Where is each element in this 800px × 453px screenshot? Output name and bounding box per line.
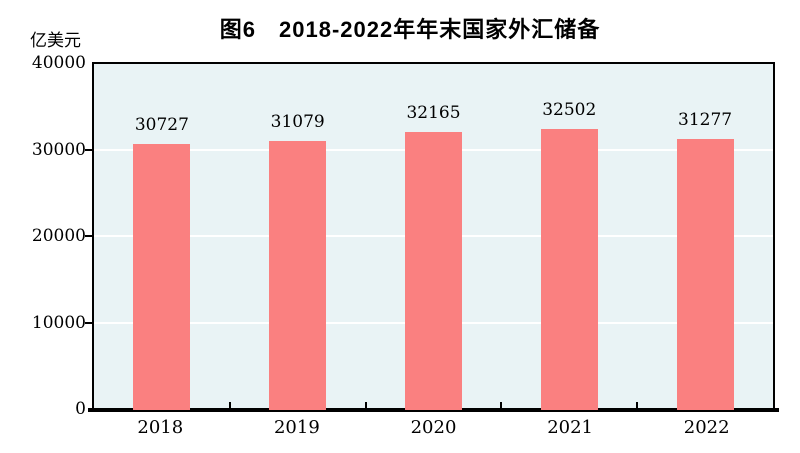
bar-category: 31277	[637, 64, 773, 410]
bar-category: 31079	[230, 64, 366, 410]
x-tick-mark	[364, 402, 367, 410]
x-tick-label: 2022	[683, 417, 730, 438]
bar	[269, 141, 327, 410]
x-tick-mark	[500, 402, 503, 410]
y-tick-mark	[85, 322, 92, 324]
x-tick-label: 2021	[547, 417, 593, 438]
bar	[676, 139, 734, 410]
bar	[540, 128, 598, 410]
y-tick-label: 0	[75, 399, 86, 419]
x-axis: 2018 2019 2020 2021 2022	[92, 417, 775, 443]
bar-category: 30727	[94, 64, 230, 410]
bar-value-label: 30727	[134, 115, 189, 136]
y-tick-mark	[85, 149, 92, 151]
bar-category: 32165	[366, 64, 502, 410]
bar-value-label: 31277	[678, 110, 733, 131]
bar	[404, 131, 462, 410]
y-tick-label: 30000	[31, 140, 86, 160]
y-axis-unit-label: 亿美元	[30, 31, 81, 50]
bar-value-label: 31079	[270, 112, 325, 133]
plot-area: 30727 31079 32165 32502 31277	[92, 62, 775, 410]
chart-title: 图6 2018-2022年年末国家外汇储备	[219, 17, 601, 42]
y-tick-label: 20000	[31, 226, 86, 246]
x-tick-mark	[636, 402, 639, 410]
y-tick-label: 10000	[31, 313, 86, 333]
bar-series: 30727 31079 32165 32502 31277	[94, 64, 773, 410]
y-tick-mark	[85, 235, 92, 237]
bar-category: 32502	[501, 64, 637, 410]
x-axis-line	[88, 408, 779, 412]
x-tick-label: 2019	[273, 417, 320, 438]
x-tick-label: 2018	[137, 417, 184, 438]
x-tick-mark	[228, 402, 231, 410]
y-axis: 0 10000 20000 30000 40000	[0, 54, 86, 418]
y-tick-label: 40000	[31, 53, 86, 73]
bar-value-label: 32502	[542, 99, 597, 120]
x-tick-label: 2020	[410, 417, 457, 438]
bar-value-label: 32165	[406, 102, 461, 123]
bar	[133, 144, 191, 410]
